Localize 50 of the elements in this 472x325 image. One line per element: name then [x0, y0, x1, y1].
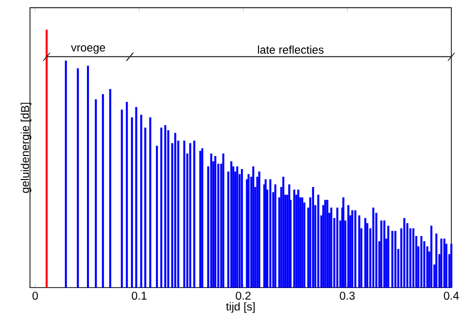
- bar: [120, 110, 123, 288]
- annotation: late reflecties: [258, 45, 324, 54]
- bar: [183, 140, 186, 288]
- bar: [450, 244, 452, 288]
- bar: [86, 66, 89, 288]
- bar: [372, 208, 374, 288]
- bar: [354, 210, 356, 288]
- bar: [391, 230, 394, 288]
- bar: [264, 179, 267, 288]
- x-tick-label: 0.4: [444, 292, 459, 300]
- bar: [46, 30, 48, 288]
- bar: [236, 166, 238, 288]
- bar: [342, 197, 344, 288]
- bar: [443, 238, 446, 288]
- bar: [201, 148, 204, 288]
- bar: [420, 236, 422, 288]
- bar: [240, 168, 243, 288]
- x-tick-label: 0.3: [340, 292, 355, 300]
- bar: [430, 226, 432, 288]
- bar: [230, 161, 232, 288]
- x-axis-title: tijd [s]: [226, 302, 255, 313]
- bar: [364, 218, 366, 288]
- bar: [135, 107, 138, 288]
- bar: [144, 128, 146, 288]
- y-axis-title: geluidenergie [dB]: [20, 102, 32, 193]
- bar: [199, 150, 202, 288]
- bar: [210, 153, 212, 288]
- bar: [324, 200, 326, 288]
- bar: [312, 187, 314, 288]
- bar: [282, 176, 284, 288]
- bar: [293, 190, 296, 288]
- x-tick-label: 0.2: [236, 292, 251, 300]
- bar: [258, 172, 260, 288]
- annotation: vroege: [70, 45, 106, 54]
- bar: [64, 60, 67, 288]
- bar: [358, 215, 360, 288]
- bar: [164, 125, 166, 288]
- bar: [130, 117, 133, 288]
- bar: [174, 132, 176, 288]
- bar: [149, 117, 152, 288]
- bar: [387, 226, 390, 288]
- bar: [336, 208, 338, 288]
- bar: [317, 194, 320, 288]
- x-tick-label: 0.1: [132, 292, 147, 300]
- bar: [394, 230, 396, 288]
- bar: [347, 205, 350, 288]
- x-tick-label: 0: [32, 292, 38, 300]
- bar: [76, 68, 79, 288]
- bar: [440, 238, 442, 288]
- bar: [326, 200, 328, 288]
